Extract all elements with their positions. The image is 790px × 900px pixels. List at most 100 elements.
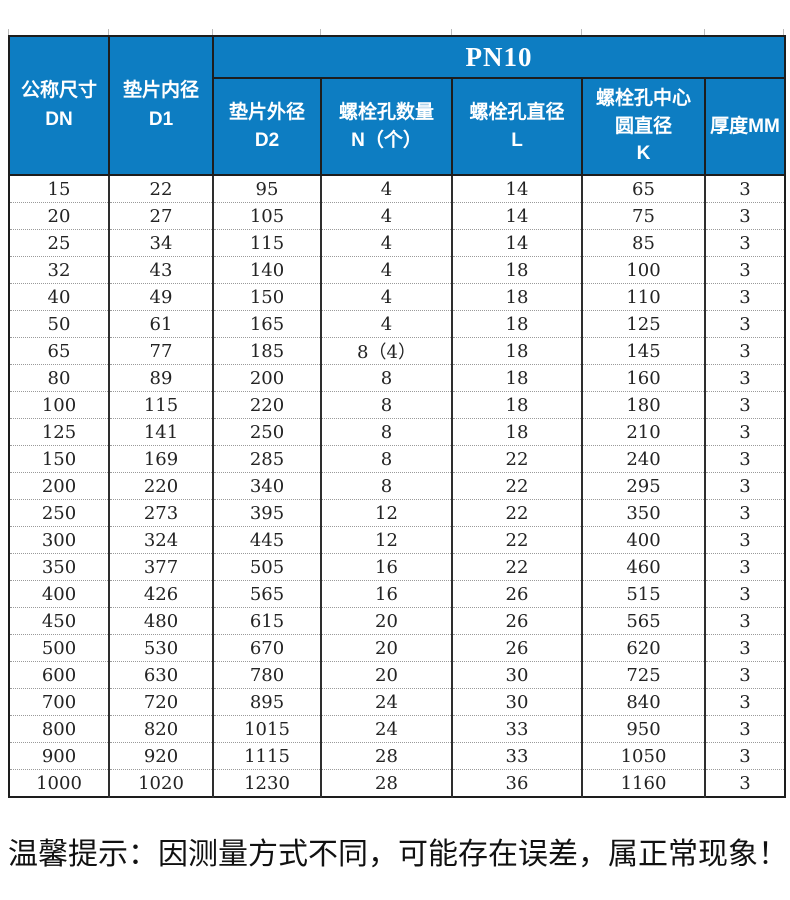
- cell: 65: [9, 337, 110, 365]
- cell: 820: [108, 715, 214, 743]
- cell: 3: [703, 283, 786, 311]
- cell: 500: [9, 634, 110, 662]
- cell: 26: [451, 580, 583, 608]
- cell: 1015: [212, 715, 322, 743]
- cell: 460: [581, 553, 706, 581]
- cell: 285: [212, 445, 322, 473]
- cell: 4: [320, 283, 453, 311]
- gridline-stub: [212, 29, 213, 35]
- header-bolt-hole-count-n: 螺栓孔数量 N（个）: [320, 77, 453, 176]
- cell: 3: [703, 202, 786, 230]
- cell: 12: [320, 499, 453, 527]
- cell: 36: [451, 769, 583, 797]
- cell: 620: [581, 634, 706, 662]
- cell: 350: [9, 553, 110, 581]
- cell: 18: [451, 283, 583, 311]
- cell: 115: [212, 229, 322, 257]
- header-pn10-group: PN10: [211, 35, 787, 79]
- cell: 725: [581, 661, 706, 689]
- cell: 720: [108, 688, 214, 716]
- cell: 4: [320, 256, 453, 284]
- cell: 3: [703, 310, 786, 338]
- gridline-stub: [8, 29, 9, 35]
- cell: 3: [703, 418, 786, 446]
- cell: 185: [212, 337, 322, 365]
- cell: 22: [108, 175, 214, 203]
- cell: 400: [581, 526, 706, 554]
- cell: 220: [108, 472, 214, 500]
- cell: 4: [320, 310, 453, 338]
- cell: 110: [581, 283, 706, 311]
- cell: 33: [451, 715, 583, 743]
- table-row: 800 820 1015 24 33 950 3: [9, 715, 786, 743]
- cell: 20: [320, 661, 453, 689]
- cell: 395: [212, 499, 322, 527]
- cell: 22: [451, 445, 583, 473]
- cell: 240: [581, 445, 706, 473]
- cell: 400: [9, 580, 110, 608]
- cell: 3: [703, 580, 786, 608]
- cell: 24: [320, 688, 453, 716]
- cell: 1115: [212, 742, 322, 770]
- cell: 26: [451, 634, 583, 662]
- cell: 4: [320, 202, 453, 230]
- cell: 4: [320, 175, 453, 203]
- cell: 920: [108, 742, 214, 770]
- cell: 3: [703, 499, 786, 527]
- gridline-stub: [581, 29, 582, 35]
- table-row: 400 426 565 16 26 515 3: [9, 580, 786, 608]
- cell: 34: [108, 229, 214, 257]
- cell: 169: [108, 445, 214, 473]
- table-row: 20 27 105 4 14 75 3: [9, 202, 786, 230]
- table-header: 公称尺寸 DN 垫片内径 D1 PN10 垫片外径 D2 螺栓孔数量 N（个） …: [8, 35, 787, 176]
- cell: 14: [451, 202, 583, 230]
- table-row: 32 43 140 4 18 100 3: [9, 256, 786, 284]
- cell: 145: [581, 337, 706, 365]
- table-row: 450 480 615 20 26 565 3: [9, 607, 786, 635]
- cell: 220: [212, 391, 322, 419]
- cell: 85: [581, 229, 706, 257]
- cell: 515: [581, 580, 706, 608]
- cell: 18: [451, 364, 583, 392]
- cell: 250: [9, 499, 110, 527]
- cell: 28: [320, 769, 453, 797]
- table-body: 15 22 95 4 14 65 3 20 27 105 4 14 75 3 25 34 115 4 14 85 3 32…: [9, 175, 786, 797]
- cell: 32: [9, 256, 110, 284]
- cell: 200: [212, 364, 322, 392]
- cell: 3: [703, 688, 786, 716]
- cell: 14: [451, 175, 583, 203]
- cell: 8: [320, 391, 453, 419]
- gridline-stub: [783, 29, 784, 35]
- cell: 350: [581, 499, 706, 527]
- cell: 77: [108, 337, 214, 365]
- cell: 600: [9, 661, 110, 689]
- cell: 115: [108, 391, 214, 419]
- table-row: 125 141 250 8 18 210 3: [9, 418, 786, 446]
- cell: 18: [451, 391, 583, 419]
- gridline-stub: [704, 29, 705, 35]
- table-row: 65 77 185 8（4） 18 145 3: [9, 337, 786, 365]
- cell: 950: [581, 715, 706, 743]
- cell: 105: [212, 202, 322, 230]
- cell: 125: [581, 310, 706, 338]
- cell: 480: [108, 607, 214, 635]
- cell: 895: [212, 688, 322, 716]
- cell: 165: [212, 310, 322, 338]
- cell: 16: [320, 553, 453, 581]
- gridline-stub: [451, 29, 452, 35]
- table-row: 500 530 670 20 26 620 3: [9, 634, 786, 662]
- cell: 8: [320, 445, 453, 473]
- cell: 50: [9, 310, 110, 338]
- cell: 3: [703, 256, 786, 284]
- cell: 800: [9, 715, 110, 743]
- table-row: 80 89 200 8 18 160 3: [9, 364, 786, 392]
- cell: 22: [451, 526, 583, 554]
- cell: 150: [212, 283, 322, 311]
- cell: 20: [9, 202, 110, 230]
- cell: 20: [320, 607, 453, 635]
- cell: 8: [320, 364, 453, 392]
- cell: 3: [703, 661, 786, 689]
- cell: 210: [581, 418, 706, 446]
- cell: 3: [703, 526, 786, 554]
- header-bolt-hole-diameter-l: 螺栓孔直径 L: [451, 77, 583, 176]
